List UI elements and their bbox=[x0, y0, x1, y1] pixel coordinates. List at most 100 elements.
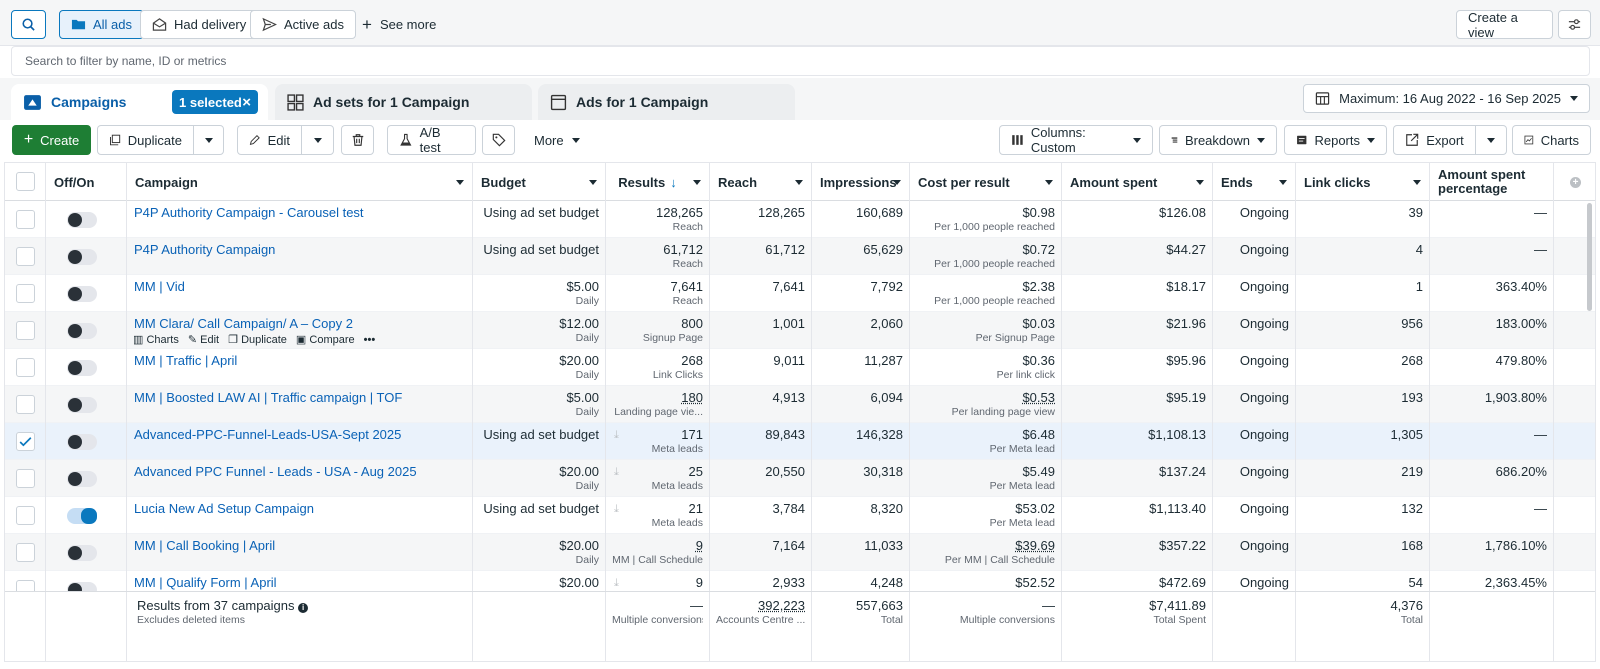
table-row[interactable]: MM | Vid $5.00 Daily 7,641 Reach 7,641 7,792 $2… bbox=[5, 275, 1595, 312]
campaign-name-link[interactable]: MM | Call Booking | April bbox=[134, 538, 276, 553]
row-duplicate-action[interactable]: ❐ Duplicate bbox=[228, 333, 287, 348]
header-reach[interactable]: Reach bbox=[710, 163, 812, 201]
delivery-toggle[interactable] bbox=[67, 508, 97, 524]
row-checkbox[interactable] bbox=[16, 395, 35, 414]
duplicate-dropdown[interactable] bbox=[193, 125, 224, 155]
header-amount-spent-percentage[interactable]: Amount spent percentage bbox=[1430, 163, 1554, 201]
delete-button[interactable] bbox=[341, 125, 374, 155]
row-checkbox[interactable] bbox=[16, 432, 35, 451]
cell-name[interactable]: MM Clara/ Call Campaign/ A – Copy 2 ▥ Cha… bbox=[127, 312, 473, 349]
cell-name[interactable]: MM | Traffic | April bbox=[127, 349, 473, 386]
table-row[interactable]: Lucia New Ad Setup Campaign Using ad set … bbox=[5, 497, 1595, 534]
table-row[interactable]: Advanced PPC Funnel - Leads - USA - Aug … bbox=[5, 460, 1595, 497]
header-budget[interactable]: Budget bbox=[473, 163, 606, 201]
delivery-toggle[interactable] bbox=[67, 323, 97, 339]
select-all-checkbox[interactable] bbox=[16, 172, 35, 191]
export-button[interactable]: Export bbox=[1393, 125, 1476, 155]
table-row[interactable]: MM Clara/ Call Campaign/ A – Copy 2 ▥ Cha… bbox=[5, 312, 1595, 349]
vertical-scrollbar[interactable] bbox=[1587, 203, 1592, 311]
row-checkbox[interactable] bbox=[16, 284, 35, 303]
campaign-name-link[interactable]: MM | Vid bbox=[134, 279, 185, 294]
row-edit-action[interactable]: ✎ Edit bbox=[188, 333, 219, 348]
tab-adsets[interactable]: Ad sets for 1 Campaign bbox=[275, 84, 532, 120]
had-delivery-button[interactable]: Had delivery bbox=[140, 10, 259, 39]
selected-count-badge[interactable]: 1 selected × bbox=[172, 90, 258, 114]
download-icon[interactable]: ⤓ bbox=[614, 503, 619, 515]
header-cost-per-result[interactable]: Cost per result bbox=[910, 163, 1062, 201]
active-ads-button[interactable]: Active ads bbox=[250, 10, 356, 39]
more-button[interactable]: More bbox=[534, 125, 580, 155]
table-row[interactable]: MM | Boosted LAW AI | Traffic campaign |… bbox=[5, 386, 1595, 423]
tab-ads[interactable]: Ads for 1 Campaign bbox=[538, 84, 795, 120]
campaign-name-link[interactable]: MM | Qualify Form | April bbox=[134, 575, 277, 590]
header-ends[interactable]: Ends bbox=[1213, 163, 1296, 201]
header-link-clicks[interactable]: Link clicks bbox=[1296, 163, 1430, 201]
edit-dropdown[interactable] bbox=[301, 125, 334, 155]
charts-button[interactable]: Charts bbox=[1512, 125, 1591, 155]
duplicate-button[interactable]: Duplicate bbox=[97, 125, 194, 155]
campaign-name-link[interactable]: P4P Authority Campaign bbox=[134, 242, 276, 257]
campaign-name-link[interactable]: MM | Traffic | April bbox=[134, 353, 238, 368]
table-row[interactable]: MM | Call Booking | April $20.00 Daily 9 MM … bbox=[5, 534, 1595, 571]
table-row[interactable]: P4P Authority Campaign - Carousel test Us… bbox=[5, 201, 1595, 238]
reports-button[interactable]: Reports bbox=[1284, 125, 1387, 155]
add-column-button[interactable]: + bbox=[1554, 163, 1595, 201]
columns-button[interactable]: Columns: Custom bbox=[999, 125, 1153, 155]
delivery-toggle[interactable] bbox=[67, 434, 97, 450]
settings-sliders-button[interactable] bbox=[1558, 10, 1591, 39]
campaign-name-link[interactable]: Advanced-PPC-Funnel-Leads-USA-Sept 2025 bbox=[134, 427, 402, 442]
row-checkbox[interactable] bbox=[16, 210, 35, 229]
search-input[interactable]: Search to filter by name, ID or metrics bbox=[11, 46, 1590, 76]
create-view-button[interactable]: Create a view bbox=[1456, 10, 1553, 40]
edit-button[interactable]: Edit bbox=[237, 125, 302, 155]
header-amount-spent[interactable]: Amount spent bbox=[1062, 163, 1213, 201]
campaign-name-link[interactable]: Advanced PPC Funnel - Leads - USA - Aug … bbox=[134, 464, 417, 479]
cell-name[interactable]: MM | Qualify Form | April bbox=[127, 571, 473, 608]
delivery-toggle[interactable] bbox=[67, 471, 97, 487]
tag-button[interactable] bbox=[482, 125, 515, 155]
cell-name[interactable]: MM | Vid bbox=[127, 275, 473, 312]
cell-name[interactable]: Advanced PPC Funnel - Leads - USA - Aug … bbox=[127, 460, 473, 497]
campaign-name-link[interactable]: MM Clara/ Call Campaign/ A – Copy 2 bbox=[134, 316, 353, 331]
download-icon[interactable]: ⤓ bbox=[614, 466, 619, 478]
delivery-toggle[interactable] bbox=[67, 249, 97, 265]
cell-name[interactable]: P4P Authority Campaign - Carousel test bbox=[127, 201, 473, 238]
info-icon[interactable]: i bbox=[298, 603, 309, 613]
row-checkbox[interactable] bbox=[16, 247, 35, 266]
header-results[interactable]: Results ↓ bbox=[606, 163, 710, 201]
more-options-icon[interactable]: ••• bbox=[363, 334, 376, 346]
delivery-toggle[interactable] bbox=[67, 397, 97, 413]
delivery-toggle[interactable] bbox=[67, 212, 97, 228]
date-range-picker[interactable]: Maximum: 16 Aug 2022 - 16 Sep 2025 bbox=[1303, 84, 1590, 113]
row-checkbox[interactable] bbox=[16, 321, 35, 340]
cell-name[interactable]: P4P Authority Campaign bbox=[127, 238, 473, 275]
row-compare-action[interactable]: ▣ Compare bbox=[296, 333, 355, 348]
delivery-toggle[interactable] bbox=[67, 545, 97, 561]
download-icon[interactable]: ⤓ bbox=[614, 429, 619, 441]
campaign-name-link[interactable]: MM | Boosted LAW AI | Traffic campaign |… bbox=[134, 390, 403, 405]
delivery-toggle[interactable] bbox=[67, 286, 97, 302]
clear-selection-icon[interactable]: × bbox=[242, 93, 251, 111]
create-button[interactable]: + Create bbox=[12, 125, 91, 155]
campaign-name-link[interactable]: P4P Authority Campaign - Carousel test bbox=[134, 205, 364, 220]
table-row[interactable]: MM | Qualify Form | April $20.00 ⤓ 9 2,933 4,… bbox=[5, 571, 1595, 608]
header-offon[interactable]: Off/On bbox=[46, 163, 127, 201]
see-more-button[interactable]: + See more bbox=[362, 10, 436, 39]
export-dropdown[interactable] bbox=[1475, 125, 1507, 155]
table-row[interactable]: Advanced-PPC-Funnel-Leads-USA-Sept 2025 U… bbox=[5, 423, 1595, 460]
header-select-all[interactable] bbox=[5, 163, 46, 201]
cell-name[interactable]: Lucia New Ad Setup Campaign bbox=[127, 497, 473, 534]
cell-name[interactable]: Advanced-PPC-Funnel-Leads-USA-Sept 2025 bbox=[127, 423, 473, 460]
row-checkbox[interactable] bbox=[16, 469, 35, 488]
campaign-name-link[interactable]: Lucia New Ad Setup Campaign bbox=[134, 501, 314, 516]
delivery-toggle[interactable] bbox=[67, 360, 97, 376]
table-row[interactable]: MM | Traffic | April $20.00 Daily 268 Link C… bbox=[5, 349, 1595, 386]
header-campaign[interactable]: Campaign bbox=[127, 163, 473, 201]
row-charts-action[interactable]: ▥ Charts bbox=[133, 333, 179, 348]
ab-test-button[interactable]: A/B test bbox=[387, 125, 476, 155]
download-icon[interactable]: ⤓ bbox=[614, 577, 619, 589]
cell-name[interactable]: MM | Boosted LAW AI | Traffic campaign |… bbox=[127, 386, 473, 423]
breakdown-button[interactable]: Breakdown bbox=[1159, 125, 1277, 155]
header-impressions[interactable]: Impressions bbox=[812, 163, 910, 201]
table-row[interactable]: P4P Authority Campaign Using ad set budge… bbox=[5, 238, 1595, 275]
